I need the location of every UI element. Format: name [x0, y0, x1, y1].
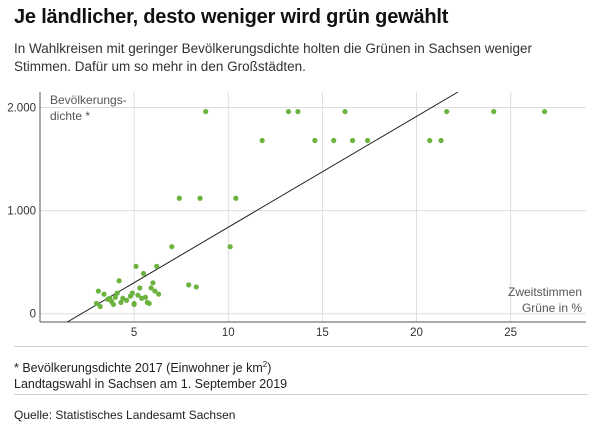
data-point: [427, 137, 433, 144]
data-point: [365, 137, 371, 144]
data-point: [97, 303, 103, 310]
data-point: [135, 292, 141, 298]
data-point: [101, 291, 107, 297]
data-point: [227, 244, 233, 250]
data-point: [152, 288, 158, 294]
data-point: [312, 137, 318, 144]
data-point: [193, 284, 199, 290]
x-tick-label: 5: [131, 327, 137, 339]
data-point: [541, 108, 548, 115]
y-tick-label: 1.000: [7, 206, 36, 218]
data-point: [93, 300, 100, 307]
chart-subtitle: In Wahlkreisen mit geringer Bevölkerungs…: [14, 41, 533, 74]
footnote-election: Landtagswahl in Sachsen am 1. September …: [14, 377, 288, 392]
data-point: [129, 290, 135, 296]
y-axis-label: dichte *: [50, 109, 90, 123]
data-point: [118, 299, 124, 306]
x-tick-label: 20: [410, 327, 423, 339]
trend-line: [66, 92, 459, 322]
data-point: [203, 108, 209, 115]
data-point: [110, 301, 117, 308]
data-point: [342, 108, 348, 115]
data-point: [148, 285, 154, 291]
data-point: [142, 294, 149, 300]
data-point: [349, 137, 356, 144]
data-point: [150, 280, 156, 286]
divider: [14, 394, 588, 395]
data-point: [438, 137, 444, 144]
footnote-density: * Bevölkerungsdichte 2017 (Einwohner je …: [14, 360, 272, 376]
data-point: [137, 285, 143, 291]
data-point: [176, 195, 182, 201]
data-point: [285, 108, 292, 115]
data-point: [146, 300, 152, 307]
data-point: [112, 294, 118, 300]
y-tick-label: 2.000: [7, 102, 36, 114]
data-point: [444, 108, 450, 115]
data-point: [154, 263, 160, 269]
footnotes: * Bevölkerungsdichte 2017 (Einwohner je …: [14, 357, 287, 392]
data-point: [116, 278, 122, 284]
data-point: [295, 108, 301, 115]
data-point: [331, 137, 337, 144]
data-point: [95, 288, 101, 294]
x-axis-label: Grüne in %: [522, 301, 582, 315]
source-note: Quelle: Statistisches Landesamt Sachsen: [14, 408, 236, 422]
data-point: [259, 137, 265, 144]
data-point: [131, 301, 137, 308]
y-tick-label: 0: [30, 309, 36, 321]
divider: [14, 346, 588, 347]
x-axis-label: Zweitstimmen: [508, 285, 582, 299]
y-axis-label: Bevölkerungs-: [50, 93, 127, 107]
x-tick-label: 15: [316, 327, 329, 339]
data-point: [124, 297, 130, 303]
data-point: [491, 108, 497, 115]
data-point: [114, 290, 120, 296]
data-point: [140, 270, 147, 277]
data-point: [186, 282, 192, 288]
data-point: [197, 195, 203, 201]
chart-title: Je ländlicher, desto weniger wird grün g…: [14, 6, 449, 28]
x-tick-label: 25: [504, 327, 517, 339]
data-point: [133, 263, 139, 269]
data-point: [156, 291, 162, 297]
data-point: [233, 195, 239, 201]
data-point: [169, 244, 175, 250]
x-tick-label: 10: [222, 327, 235, 339]
